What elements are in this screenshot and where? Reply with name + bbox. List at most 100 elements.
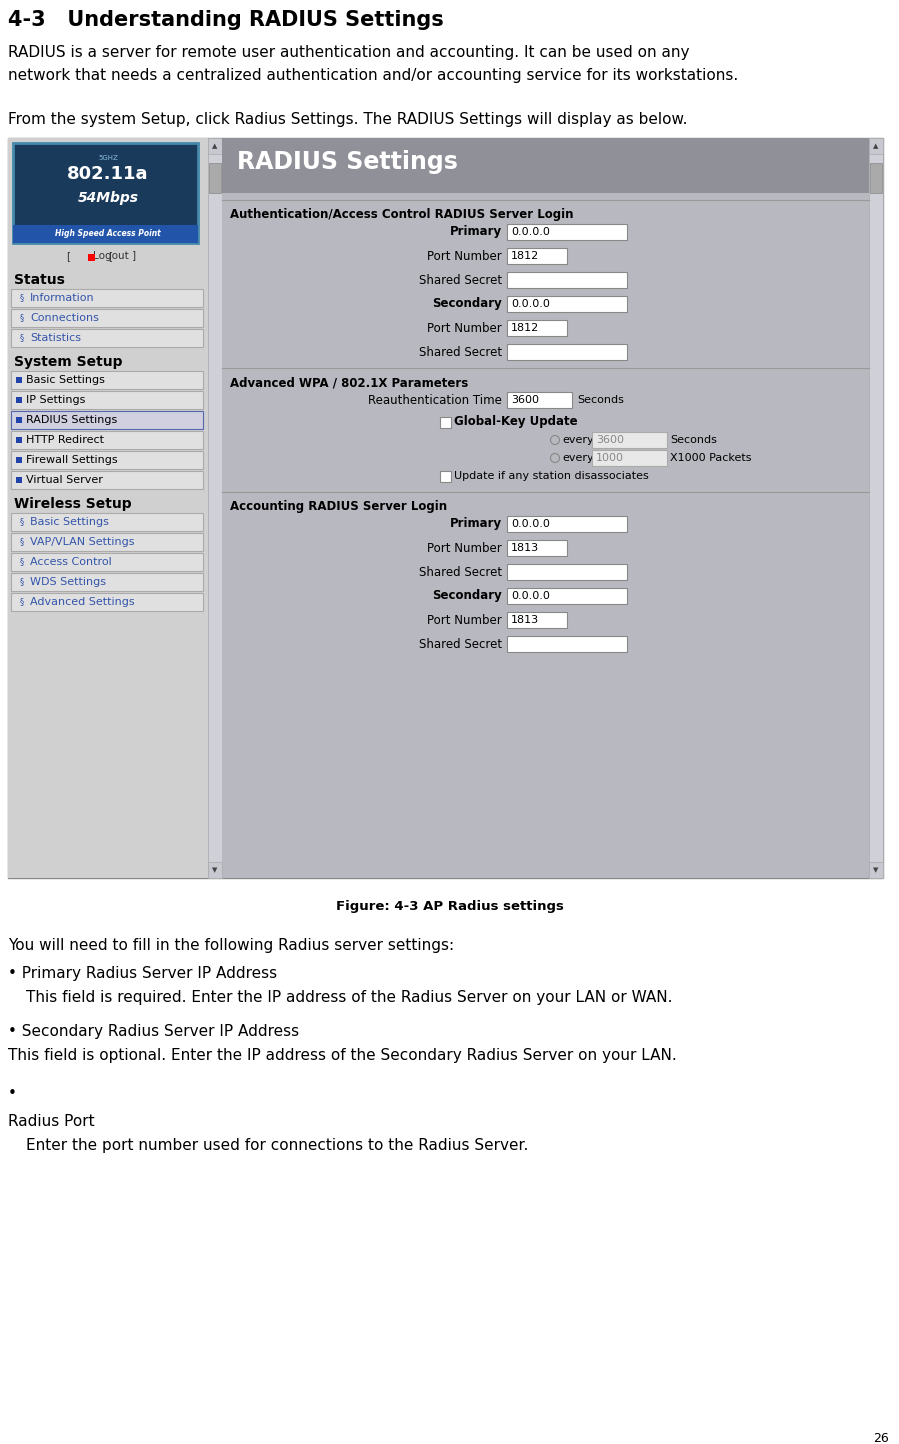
Text: System Setup: System Setup bbox=[14, 355, 122, 370]
Text: Port Number: Port Number bbox=[427, 250, 502, 263]
Bar bbox=[16, 477, 22, 482]
Text: Enter the port number used for connections to the Radius Server.: Enter the port number used for connectio… bbox=[26, 1138, 529, 1152]
Text: •: • bbox=[8, 1086, 17, 1100]
Text: Figure: 4-3 AP Radius settings: Figure: 4-3 AP Radius settings bbox=[335, 900, 564, 913]
Bar bbox=[11, 329, 203, 347]
Text: Shared Secret: Shared Secret bbox=[419, 637, 502, 650]
Text: Authentication/Access Control RADIUS Server Login: Authentication/Access Control RADIUS Ser… bbox=[230, 208, 574, 221]
Text: RADIUS Settings: RADIUS Settings bbox=[26, 414, 117, 425]
Text: ▲: ▲ bbox=[873, 143, 878, 149]
Bar bbox=[13, 225, 198, 243]
Text: Wireless Setup: Wireless Setup bbox=[14, 497, 131, 511]
Bar bbox=[11, 430, 203, 449]
Bar bbox=[11, 451, 203, 469]
Bar bbox=[8, 139, 208, 878]
Bar bbox=[507, 344, 627, 360]
Text: IP Address: IP Address bbox=[504, 225, 569, 238]
Bar bbox=[11, 412, 203, 429]
Text: §: § bbox=[20, 557, 24, 566]
Text: 54Mbps: 54Mbps bbox=[77, 191, 138, 205]
Text: Shared Secret: Shared Secret bbox=[419, 345, 502, 358]
Text: RADIUS Settings: RADIUS Settings bbox=[237, 150, 458, 173]
Text: network that needs a centralized authentication and/or accounting service for it: network that needs a centralized authent… bbox=[8, 68, 738, 82]
Text: HTTP Redirect: HTTP Redirect bbox=[26, 435, 104, 445]
Bar bbox=[11, 553, 203, 570]
Text: From the system Setup, click Radius Settings. The RADIUS Settings will display a: From the system Setup, click Radius Sett… bbox=[8, 113, 688, 127]
Text: Secondary: Secondary bbox=[432, 297, 502, 310]
Bar bbox=[208, 862, 222, 878]
Text: Access Control: Access Control bbox=[30, 557, 111, 567]
Bar bbox=[209, 163, 221, 193]
Text: ▼: ▼ bbox=[212, 866, 218, 874]
Text: Basic Settings: Basic Settings bbox=[26, 375, 105, 386]
Bar bbox=[11, 289, 203, 308]
Text: 4-3   Understanding RADIUS Settings: 4-3 Understanding RADIUS Settings bbox=[8, 10, 444, 30]
Text: Accounting RADIUS Server Login: Accounting RADIUS Server Login bbox=[230, 500, 447, 513]
Text: 0.0.0.0: 0.0.0.0 bbox=[511, 518, 550, 529]
Text: Information: Information bbox=[30, 293, 94, 303]
Text: Update if any station disassociates: Update if any station disassociates bbox=[454, 471, 649, 481]
Bar bbox=[507, 271, 627, 287]
Text: 0.0.0.0: 0.0.0.0 bbox=[511, 299, 550, 309]
Text: Firewall Settings: Firewall Settings bbox=[26, 455, 118, 465]
Text: This field is required. Enter the IP address of the Radius Server on your LAN or: This field is required. Enter the IP add… bbox=[26, 991, 672, 1005]
Text: VAP/VLAN Settings: VAP/VLAN Settings bbox=[30, 537, 135, 547]
Text: 1812: 1812 bbox=[511, 323, 539, 334]
Bar bbox=[507, 248, 567, 264]
Bar bbox=[592, 432, 667, 448]
Text: Primary: Primary bbox=[450, 225, 502, 238]
Text: This field is optional. Enter the IP address of the Secondary Radius Server on y: This field is optional. Enter the IP add… bbox=[8, 1048, 677, 1063]
Bar bbox=[440, 471, 451, 482]
Text: Advanced Settings: Advanced Settings bbox=[30, 596, 135, 606]
Text: Basic Settings: Basic Settings bbox=[30, 517, 109, 527]
Bar bbox=[507, 635, 627, 653]
Bar bbox=[507, 224, 627, 240]
Text: Shared Secret: Shared Secret bbox=[419, 566, 502, 579]
Text: Statistics: Statistics bbox=[30, 334, 81, 344]
Text: 1813: 1813 bbox=[511, 543, 539, 553]
Text: Virtual Server: Virtual Server bbox=[26, 475, 102, 485]
Text: Primary: Primary bbox=[450, 517, 502, 530]
Text: 3600: 3600 bbox=[511, 396, 539, 404]
Text: Logout ]: Logout ] bbox=[93, 251, 136, 261]
Bar bbox=[16, 417, 22, 423]
Bar bbox=[11, 513, 203, 531]
Bar bbox=[11, 391, 203, 409]
Text: IP Settings: IP Settings bbox=[26, 396, 85, 404]
Bar bbox=[222, 139, 869, 878]
Bar bbox=[16, 377, 22, 383]
Text: 1813: 1813 bbox=[511, 615, 539, 625]
Text: 802.11a: 802.11a bbox=[67, 165, 148, 183]
Text: You will need to fill in the following Radius server settings:: You will need to fill in the following R… bbox=[8, 939, 454, 953]
Text: §: § bbox=[20, 578, 24, 586]
Bar bbox=[507, 516, 627, 531]
Text: Seconds: Seconds bbox=[670, 435, 717, 445]
Text: 1000: 1000 bbox=[596, 453, 624, 464]
Text: 1812: 1812 bbox=[511, 251, 539, 261]
Text: Port Number: Port Number bbox=[427, 614, 502, 627]
Text: RADIUS is a server for remote user authentication and accounting. It can be used: RADIUS is a server for remote user authe… bbox=[8, 45, 690, 61]
Bar bbox=[11, 309, 203, 326]
Text: WDS Settings: WDS Settings bbox=[30, 578, 106, 588]
Bar bbox=[88, 254, 95, 261]
Bar bbox=[507, 588, 627, 604]
Text: IP Address: IP Address bbox=[504, 517, 569, 530]
Text: 26: 26 bbox=[873, 1432, 889, 1444]
Bar bbox=[440, 417, 451, 427]
Text: 3600: 3600 bbox=[596, 435, 624, 445]
Bar bbox=[507, 565, 627, 580]
Text: IP Address: IP Address bbox=[504, 297, 569, 310]
Bar bbox=[507, 540, 567, 556]
Text: §: § bbox=[20, 313, 24, 322]
Text: Port Number: Port Number bbox=[427, 322, 502, 335]
Text: Status: Status bbox=[14, 273, 65, 287]
Bar bbox=[11, 533, 203, 552]
Text: §: § bbox=[20, 598, 24, 606]
Bar bbox=[11, 593, 203, 611]
Text: §: § bbox=[20, 334, 24, 342]
Bar bbox=[208, 139, 222, 878]
Text: ▲: ▲ bbox=[212, 143, 218, 149]
Text: [: [ bbox=[67, 251, 78, 261]
Text: X1000 Packets: X1000 Packets bbox=[670, 453, 752, 464]
Bar bbox=[870, 163, 882, 193]
